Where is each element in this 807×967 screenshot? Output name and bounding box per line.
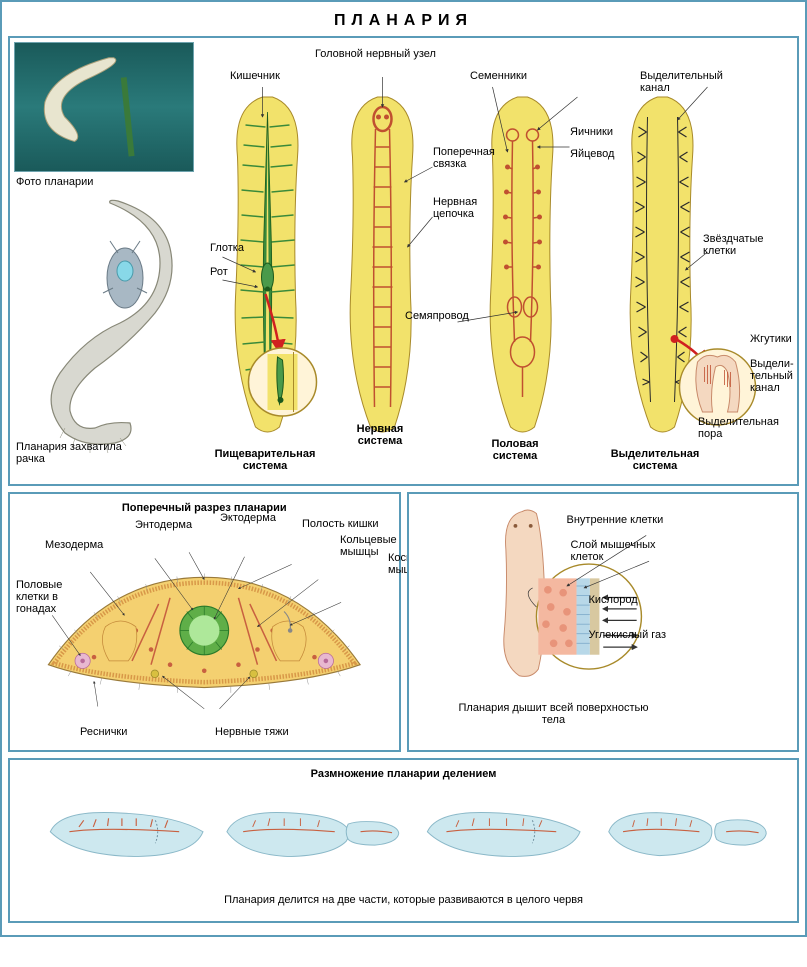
label-lumen: Полость кишки [302,518,379,530]
label-testes: Семенники [470,70,527,82]
label-ovaries: Яичники [570,126,613,138]
label-exc-canal: Выделительный канал [640,70,735,94]
label-cilia: Реснички [80,726,127,738]
label-mesoderm: Мезодерма [45,539,103,551]
resp-caption: Планария дышит всей поверхностью тела [449,702,659,726]
poster-title: ПЛАНАРИЯ [8,8,799,36]
label-exc-pore: Выделительная пора [698,416,798,440]
label-pharynx: Глотка [210,242,244,254]
repro-svg [18,784,789,889]
label-gonad: Половые клетки в гонадах [16,579,86,615]
label-flame-cells: Звёздчатые клетки [703,233,783,257]
sys-digestive: Пищеварительная система [205,448,325,472]
poster-frame: ПЛАНАРИЯ Фото планарии Планария захватил… [0,0,807,937]
capture-drawing [10,188,210,468]
respiration-panel: Внутренние клетки Слой мышечных клеток К… [407,492,800,752]
label-mouth: Рот [210,266,228,278]
label-intestine: Кишечник [230,70,280,82]
cross-section-svg [18,518,391,743]
repro-title: Размножение планарии делением [18,768,789,780]
photo-caption: Фото планарии [16,176,93,188]
respiration-svg [417,502,790,712]
systems-panel: Фото планарии Планария захватила рачка [8,36,799,486]
sys-nervous: Нервная система [335,423,425,447]
planaria-photo [14,42,194,172]
label-flagella: Жгутики [750,333,792,345]
label-exc-canal2: Выдели- тельный канал [750,358,807,394]
reproduction-panel: Размножение планарии делением [8,758,799,923]
label-co2: Углекислый газ [589,629,669,641]
sys-excretory: Выделительная система [595,448,715,472]
cross-section-panel: Поперечный разрез планарии [8,492,401,752]
label-nerve-chain: Нервная цепочка [433,196,493,220]
capture-caption: Планария захватила рачка [16,441,126,465]
label-oxygen: Кислород [589,594,638,606]
label-ectoderm: Эктодерма [220,512,276,524]
label-seminal-duct: Семяпровод [405,310,469,322]
label-inner-cells: Внутренние клетки [567,514,664,526]
label-oviduct: Яйцевод [570,148,614,160]
label-muscle-layer: Слой мышечных клеток [571,539,671,563]
sys-reproductive: Половая система [470,438,560,462]
label-transverse: Поперечная связка [433,146,503,170]
label-endoderm: Энтодерма [135,519,192,531]
repro-caption: Планария делится на две части, которые р… [18,894,789,906]
cross-title: Поперечный разрез планарии [18,502,391,514]
label-head-ganglion: Головной нервный узел [315,48,436,60]
label-nerve-cords: Нервные тяжи [215,726,289,738]
